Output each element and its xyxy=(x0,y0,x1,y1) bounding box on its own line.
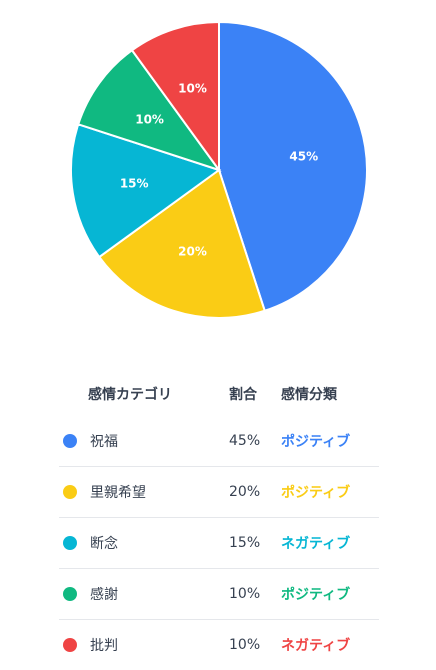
legend-dot-icon xyxy=(63,536,77,550)
row-classification: ポジティブ xyxy=(281,587,351,603)
table-row: 祝福 45% ポジティブ xyxy=(59,416,379,467)
row-ratio: 10% xyxy=(229,586,261,602)
pie-slice-label: 10% xyxy=(135,113,164,127)
pie-slice-label: 15% xyxy=(120,176,149,190)
table-header: 感情カテゴリ 割合 感情分類 xyxy=(59,372,379,416)
pie-slice-label: 10% xyxy=(178,81,207,95)
row-category: 祝福 xyxy=(90,434,118,450)
pie-chart-svg: 45% 20% 15% 10% 10% xyxy=(70,20,368,319)
row-category: 断念 xyxy=(90,536,118,552)
table-row: 里親希望 20% ポジティブ xyxy=(59,467,379,518)
pie-slice-4 xyxy=(130,20,220,174)
row-classification: ネガティブ xyxy=(281,638,351,654)
row-classification: ポジティブ xyxy=(281,434,351,450)
row-category: 里親希望 xyxy=(90,485,146,501)
row-ratio: 45% xyxy=(229,433,261,449)
row-classification: ネガティブ xyxy=(281,536,351,552)
table-row: 感謝 10% ポジティブ xyxy=(59,569,379,620)
pie-slice-1 xyxy=(97,168,266,319)
legend-dot-icon xyxy=(63,638,77,652)
row-category: 感謝 xyxy=(90,587,118,603)
emotion-table: 感情カテゴリ 割合 感情分類 祝福 45% ポジティブ 里親希望 20% ポジテ… xyxy=(59,372,379,670)
pie-slice-0 xyxy=(218,20,368,313)
pie-chart: 45% 20% 15% 10% 10% xyxy=(70,20,368,319)
row-ratio: 15% xyxy=(229,535,261,551)
header-ratio: 割合 xyxy=(229,387,257,403)
legend-dot-icon xyxy=(63,434,77,448)
row-ratio: 20% xyxy=(229,484,261,500)
pie-slice-3 xyxy=(76,48,222,172)
header-classification: 感情分類 xyxy=(281,387,337,403)
table-row: 断念 15% ネガティブ xyxy=(59,518,379,569)
legend-dot-icon xyxy=(63,485,77,499)
pie-slice-label: 20% xyxy=(178,245,207,259)
row-classification: ポジティブ xyxy=(281,485,351,501)
row-category: 批判 xyxy=(90,638,118,654)
pie-slice-label: 45% xyxy=(289,150,318,164)
row-ratio: 10% xyxy=(229,637,261,653)
legend-dot-icon xyxy=(63,587,77,601)
table-row: 批判 10% ネガティブ xyxy=(59,620,379,670)
header-category: 感情カテゴリ xyxy=(88,387,172,403)
pie-slice-2 xyxy=(70,123,222,259)
